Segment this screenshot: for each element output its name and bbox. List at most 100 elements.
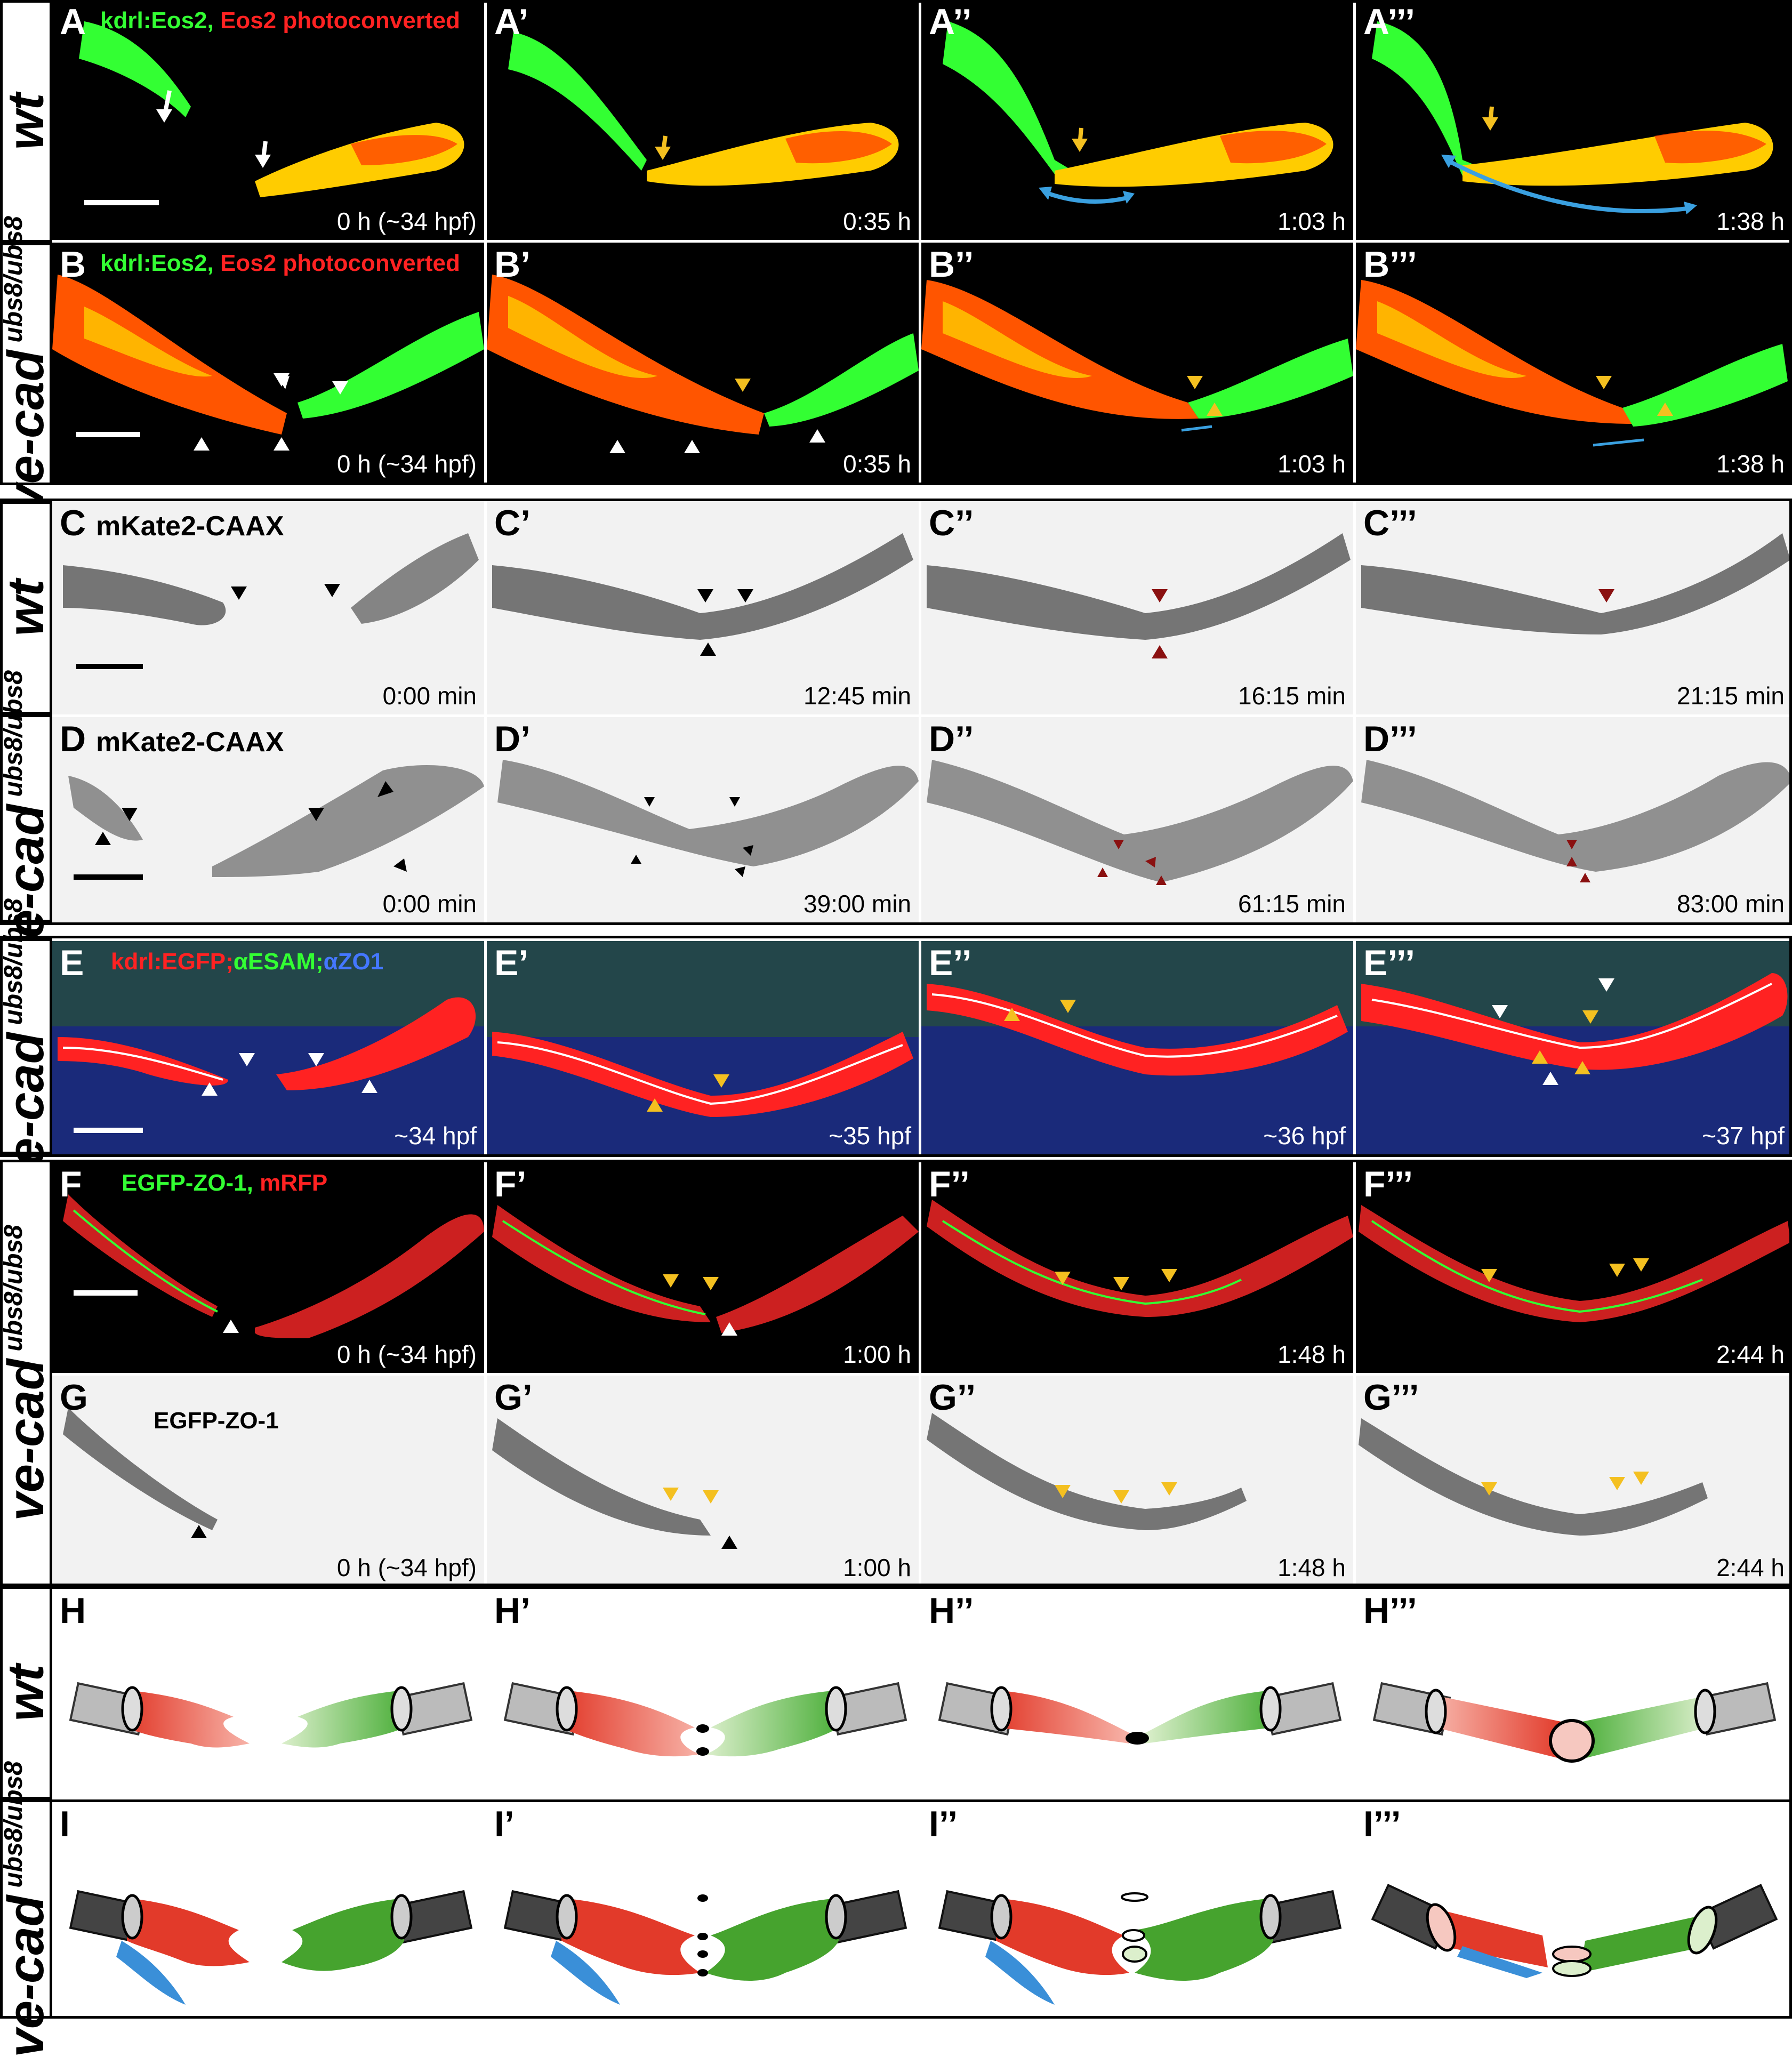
- panel-label: F: [60, 1164, 82, 1204]
- time-label: 1:38 h: [1716, 450, 1785, 478]
- stain-label: kdrl:Eos2, Eos2 photoconverted: [100, 250, 460, 276]
- time-label: 16:15 min: [1237, 682, 1346, 710]
- stain-label: EGFP-ZO-1: [154, 1408, 279, 1434]
- panel-label: I’’’: [1363, 1804, 1401, 1844]
- time-label: 1:03 h: [1277, 207, 1346, 235]
- time-label: 2:44 h: [1716, 1554, 1785, 1581]
- side-label-a: wt: [0, 0, 54, 243]
- time-label: 0:00 min: [382, 890, 477, 918]
- panel-label: I: [60, 1804, 70, 1844]
- panel-label: E’’’: [1363, 943, 1415, 983]
- panel-label: B’’: [929, 244, 974, 285]
- time-label: 0:35 h: [843, 207, 911, 235]
- panel-label: C mKate2-CAAX: [60, 503, 284, 543]
- panel-label: H’’: [929, 1590, 974, 1631]
- time-label: 0 h (~34 hpf): [336, 1554, 477, 1581]
- panel-label: I’’: [929, 1804, 958, 1844]
- time-label: 39:00 min: [803, 890, 911, 918]
- side-label-e: ve-cadubs8/ubs8: [0, 898, 54, 1195]
- panel-i-double-prime: I’’: [921, 1802, 1353, 2015]
- panel-label: B’: [494, 244, 531, 285]
- time-label: 1:03 h: [1277, 450, 1346, 478]
- panel-label: D’: [494, 719, 531, 759]
- time-label: ~36 hpf: [1263, 1122, 1346, 1150]
- time-label: 0 h (~34 hpf): [336, 1340, 477, 1368]
- panel-label: H’’’: [1363, 1590, 1417, 1631]
- time-label: ~34 hpf: [394, 1122, 477, 1150]
- panel-label: H’: [494, 1590, 531, 1631]
- panel-e-double-prime: E’’ ~36 hpf: [921, 941, 1353, 1154]
- panel-label: E’: [494, 943, 529, 983]
- panel-e: E kdrl:EGFP;αESAM;αZO1 ~34 hpf: [52, 941, 484, 1154]
- panel-e-triple-prime: E’’’ ~37 hpf: [1356, 941, 1792, 1154]
- panel-b-prime: B’ 0:35 h: [487, 243, 919, 483]
- panel-d: D mKate2-CAAX 0:00 min: [52, 717, 484, 922]
- panel-label: B: [60, 244, 86, 285]
- time-label: 0:00 min: [382, 682, 477, 710]
- panel-b-triple-prime: B’’’ 1:38 h: [1356, 243, 1792, 483]
- panel-label: C’’’: [1363, 503, 1417, 543]
- time-label: 0:35 h: [843, 450, 911, 478]
- panel-label: H: [60, 1590, 86, 1631]
- panel-label: G’: [494, 1377, 533, 1418]
- stain-label: kdrl:EGFP;αESAM;αZO1: [111, 949, 384, 975]
- time-label: 21:15 min: [1676, 682, 1785, 710]
- panel-label: C’’: [929, 503, 974, 543]
- panel-g-prime: G’ 1:00 h: [487, 1376, 919, 1586]
- panel-label: B’’’: [1363, 244, 1417, 285]
- time-label: ~35 hpf: [829, 1122, 911, 1150]
- panel-e-prime: E’ ~35 hpf: [487, 941, 919, 1154]
- panel-g-double-prime: G’’ 1:48 h: [921, 1376, 1353, 1586]
- time-label: 1:00 h: [843, 1340, 911, 1368]
- panel-b-double-prime: B’’ 1:03 h: [921, 243, 1353, 483]
- panel-d-prime: D’ 39:00 min: [487, 717, 919, 922]
- panel-d-triple-prime: D’’’ 83:00 min: [1356, 717, 1792, 922]
- panel-i-triple-prime: I’’’: [1356, 1802, 1792, 2015]
- panel-label: A’’: [929, 2, 972, 42]
- panel-c-double-prime: C’’ 16:15 min: [921, 501, 1353, 714]
- panel-label: F’’’: [1363, 1164, 1413, 1204]
- panel-f-double-prime: F’’ 1:48 h: [921, 1162, 1353, 1373]
- panel-label: E: [60, 943, 84, 983]
- panel-label: D’’: [929, 719, 974, 759]
- panel-h-double-prime: H’’: [921, 1589, 1353, 1799]
- time-label: 1:38 h: [1716, 207, 1785, 235]
- panel-b: B kdrl:Eos2, Eos2 photoconverted 0 h (~3…: [52, 243, 484, 483]
- side-label-b: ve-cadubs8/ubs8: [0, 215, 54, 512]
- panel-h-prime: H’: [487, 1589, 919, 1799]
- panel-i: I: [52, 1802, 484, 2015]
- stain-label: kdrl:Eos2, Eos2 photoconverted: [100, 7, 460, 34]
- panel-label: F’: [494, 1164, 527, 1204]
- panel-f: F EGFP-ZO-1, mRFP 0 h (~34 hpf): [52, 1162, 484, 1373]
- panel-a-triple-prime: A’’’ 1:38 h: [1356, 0, 1792, 240]
- panel-label: C’: [494, 503, 531, 543]
- stain-label: EGFP-ZO-1, mRFP: [122, 1170, 328, 1196]
- panel-f-triple-prime: F’’’ 2:44 h: [1356, 1162, 1792, 1373]
- panel-label: F’’: [929, 1164, 970, 1204]
- panel-h-triple-prime: H’’’: [1356, 1589, 1792, 1799]
- panel-d-double-prime: D’’ 61:15 min: [921, 717, 1353, 922]
- panel-label: G’’: [929, 1377, 976, 1418]
- time-label: ~37 hpf: [1702, 1122, 1785, 1150]
- panel-f-prime: F’ 1:00 h: [487, 1162, 919, 1373]
- side-label-i: ve-cadubs8/ubs8: [0, 1761, 54, 2057]
- time-label: 83:00 min: [1676, 890, 1785, 918]
- panel-c-triple-prime: C’’’ 21:15 min: [1356, 501, 1792, 714]
- panel-label: I’: [494, 1804, 515, 1844]
- panel-c-prime: C’ 12:45 min: [487, 501, 919, 714]
- panel-a: A kdrl:Eos2, Eos2 photoconverted 0 h (~3…: [52, 0, 484, 240]
- panel-label: A’: [494, 2, 529, 42]
- time-label: 0 h (~34 hpf): [336, 450, 477, 478]
- panel-label: G: [60, 1377, 88, 1418]
- panel-i-prime: I’: [487, 1802, 919, 2015]
- side-label-d: ve-cadubs8/ubs8: [0, 670, 54, 967]
- panel-c: C mKate2-CAAX 0:00 min: [52, 501, 484, 714]
- time-label: 12:45 min: [803, 682, 911, 710]
- time-label: 2:44 h: [1716, 1340, 1785, 1368]
- time-label: 1:48 h: [1277, 1554, 1346, 1581]
- panel-g: G EGFP-ZO-1 0 h (~34 hpf): [52, 1376, 484, 1586]
- panel-label: D’’’: [1363, 719, 1417, 759]
- time-label: 61:15 min: [1237, 890, 1346, 918]
- time-label: 1:48 h: [1277, 1340, 1346, 1368]
- panel-label: G’’’: [1363, 1377, 1419, 1418]
